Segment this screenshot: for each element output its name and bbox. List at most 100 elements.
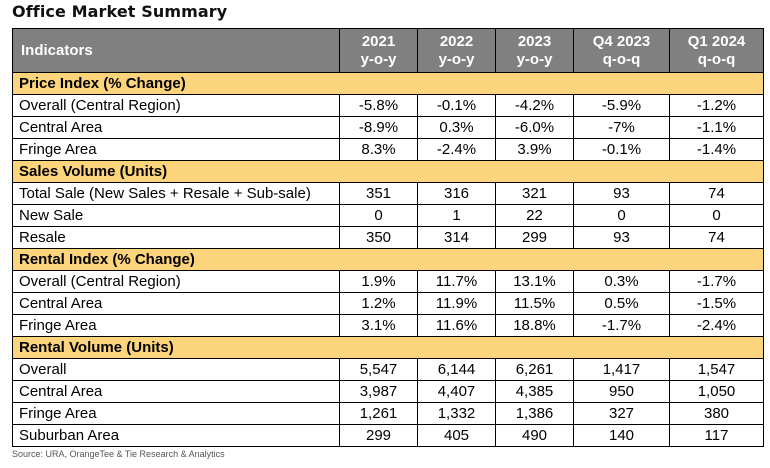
row-label: Suburban Area: [12, 424, 340, 447]
table-row: Overall (Central Region) 1.9% 11.7% 13.1% 0.…: [12, 270, 764, 293]
row-label: Fringe Area: [12, 402, 340, 425]
table-cell-value: 5,547: [339, 358, 418, 381]
table-cell-value: 93: [573, 226, 670, 249]
table-cell-value: 3,987: [339, 380, 418, 403]
section-title: Price Index (% Change): [12, 72, 764, 95]
column-header-period: Q4 2023 q-o-q: [573, 28, 670, 73]
column-header-indicators: Indicators: [12, 28, 340, 73]
table-cell-value: -1.7%: [669, 270, 764, 293]
table-cell-value: 351: [339, 182, 418, 205]
table-cell-value: 1.9%: [339, 270, 418, 293]
period-year: 2023: [517, 32, 552, 50]
row-label: Central Area: [12, 292, 340, 315]
row-label: Overall (Central Region): [12, 94, 340, 117]
table-cell-value: 1.2%: [339, 292, 418, 315]
table-cell-value: 117: [669, 424, 764, 447]
table-cell-value: -1.1%: [669, 116, 764, 139]
table-cell-value: -0.1%: [417, 94, 496, 117]
table-cell-value: 316: [417, 182, 496, 205]
table-cell-value: -6.0%: [495, 116, 574, 139]
table-cell-value: 8.3%: [339, 138, 418, 161]
table-cell-value: -5.8%: [339, 94, 418, 117]
table-cell-value: -8.9%: [339, 116, 418, 139]
table-row: Fringe Area 3.1% 11.6% 18.8% -1.7% -2.4%: [12, 314, 764, 337]
table-row: New Sale 0 1 22 0 0: [12, 204, 764, 227]
table-cell-value: 350: [339, 226, 418, 249]
table-cell-value: -2.4%: [417, 138, 496, 161]
table-cell-value: 299: [495, 226, 574, 249]
table-cell-value: 327: [573, 402, 670, 425]
table-cell-value: 11.5%: [495, 292, 574, 315]
table-row: Central Area -8.9% 0.3% -6.0% -7% -1.1%: [12, 116, 764, 139]
office-market-table: Indicators 2021 y-o-y 2022 y-o-y 2023 y-o-y…: [12, 28, 764, 447]
table-cell-value: 4,385: [495, 380, 574, 403]
column-header-period: 2021 y-o-y: [339, 28, 418, 73]
table-cell-value: 3.1%: [339, 314, 418, 337]
table-cell-value: 140: [573, 424, 670, 447]
table-cell-value: 1,261: [339, 402, 418, 425]
section-header-row: Rental Index (% Change): [12, 248, 764, 271]
column-header-period: 2022 y-o-y: [417, 28, 496, 73]
section-title: Sales Volume (Units): [12, 160, 764, 183]
row-label: Total Sale (New Sales + Resale + Sub-sal…: [12, 182, 340, 205]
table-cell-value: 6,144: [417, 358, 496, 381]
table-row: Resale 350 314 299 93 74: [12, 226, 764, 249]
table-cell-value: 314: [417, 226, 496, 249]
table-cell-value: 950: [573, 380, 670, 403]
table-row: Fringe Area 1,261 1,332 1,386 327 380: [12, 402, 764, 425]
period-year: 2021: [361, 32, 396, 50]
table-body: Price Index (% Change) Overall (Central R…: [12, 72, 764, 447]
table-header-row: Indicators 2021 y-o-y 2022 y-o-y 2023 y-o-y…: [12, 28, 764, 73]
table-cell-value: -1.7%: [573, 314, 670, 337]
period-basis: y-o-y: [516, 50, 553, 68]
table-cell-value: 1,547: [669, 358, 764, 381]
period-basis: y-o-y: [360, 50, 397, 68]
table-cell-value: 0: [339, 204, 418, 227]
table-cell-value: 380: [669, 402, 764, 425]
source-note: Source: URA, OrangeTee & Tie Research & …: [12, 449, 225, 459]
table-cell-value: 22: [495, 204, 574, 227]
table-cell-value: 13.1%: [495, 270, 574, 293]
table-cell-value: 18.8%: [495, 314, 574, 337]
table-cell-value: 0: [669, 204, 764, 227]
table-cell-value: 1: [417, 204, 496, 227]
table-cell-value: -7%: [573, 116, 670, 139]
table-cell-value: 1,417: [573, 358, 670, 381]
table-cell-value: 74: [669, 226, 764, 249]
table-cell-value: 3.9%: [495, 138, 574, 161]
table-cell-value: 1,332: [417, 402, 496, 425]
row-label: Fringe Area: [12, 138, 340, 161]
table-row: Suburban Area 299 405 490 140 117: [12, 424, 764, 447]
table-row: Overall 5,547 6,144 6,261 1,417 1,547: [12, 358, 764, 381]
table-cell-value: 74: [669, 182, 764, 205]
table-cell-value: 11.9%: [417, 292, 496, 315]
table-cell-value: 93: [573, 182, 670, 205]
section-header-row: Rental Volume (Units): [12, 336, 764, 359]
table-cell-value: 1,386: [495, 402, 574, 425]
table-cell-value: -2.4%: [669, 314, 764, 337]
period-year: Q4 2023: [592, 32, 651, 50]
section-header-row: Sales Volume (Units): [12, 160, 764, 183]
row-label: Fringe Area: [12, 314, 340, 337]
table-cell-value: 0: [573, 204, 670, 227]
table-cell-value: 0.3%: [417, 116, 496, 139]
table-cell-value: 6,261: [495, 358, 574, 381]
period-year: Q1 2024: [687, 32, 746, 50]
row-label: Central Area: [12, 116, 340, 139]
page-title: Office Market Summary: [12, 2, 228, 21]
row-label: Overall: [12, 358, 340, 381]
table-row: Central Area 3,987 4,407 4,385 950 1,050: [12, 380, 764, 403]
section-header-row: Price Index (% Change): [12, 72, 764, 95]
table-cell-value: 405: [417, 424, 496, 447]
period-basis: q-o-q: [602, 50, 641, 68]
table-cell-value: 4,407: [417, 380, 496, 403]
period-year: 2022: [439, 32, 474, 50]
table-cell-value: 321: [495, 182, 574, 205]
table-cell-value: 0.3%: [573, 270, 670, 293]
table-cell-value: -0.1%: [573, 138, 670, 161]
row-label: New Sale: [12, 204, 340, 227]
table-cell-value: 11.6%: [417, 314, 496, 337]
table-cell-value: 490: [495, 424, 574, 447]
table-row: Total Sale (New Sales + Resale + Sub-sal…: [12, 182, 764, 205]
table-cell-value: -1.2%: [669, 94, 764, 117]
